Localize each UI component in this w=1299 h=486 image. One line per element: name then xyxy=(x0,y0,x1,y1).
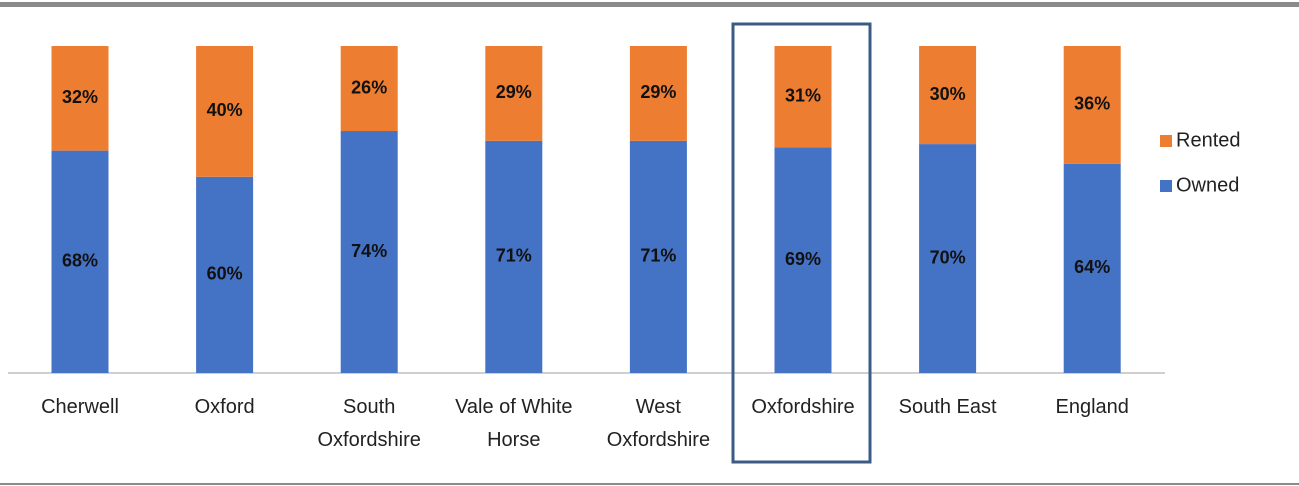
data-label: 36% xyxy=(1074,94,1110,114)
top-border xyxy=(0,2,1299,7)
legend-swatch xyxy=(1160,135,1172,147)
legend-swatch xyxy=(1160,180,1172,192)
data-label: 32% xyxy=(62,87,98,107)
data-label: 69% xyxy=(785,249,821,269)
bar-segment xyxy=(51,150,109,373)
highlight-box xyxy=(731,22,872,464)
x-tick-label: England xyxy=(1055,396,1129,418)
bar-segment xyxy=(919,144,977,373)
bottom-border xyxy=(0,483,1299,485)
data-label: 71% xyxy=(496,246,532,266)
bar-segment xyxy=(51,46,109,151)
data-label: 71% xyxy=(640,246,676,266)
data-label: 60% xyxy=(207,264,243,284)
data-label: 26% xyxy=(351,77,387,97)
bar-segment xyxy=(196,176,254,373)
data-label: 68% xyxy=(62,251,98,271)
bar-segment xyxy=(1063,46,1121,164)
legend-label: Rented xyxy=(1176,129,1241,151)
bar-segment xyxy=(629,46,687,141)
bar-segment xyxy=(340,46,398,132)
data-label: 70% xyxy=(930,247,966,267)
x-tick-label: South Oxfordshire xyxy=(317,396,421,451)
x-tick-label: Oxford xyxy=(194,396,255,418)
bar-segment xyxy=(629,140,687,373)
bar-segment xyxy=(485,46,543,141)
x-tick-label: West Oxfordshire xyxy=(606,396,711,451)
bar-segment xyxy=(485,140,543,373)
data-label: 30% xyxy=(930,84,966,104)
data-label: 74% xyxy=(351,241,387,261)
bar-segment xyxy=(774,147,832,373)
bar-segment xyxy=(196,46,254,177)
data-label: 40% xyxy=(207,100,243,120)
x-tick-label: Cherwell xyxy=(41,396,119,418)
legend-label: Owned xyxy=(1176,174,1239,196)
data-label: 31% xyxy=(785,85,821,105)
data-label: 64% xyxy=(1074,257,1110,277)
bar-segment xyxy=(774,46,832,148)
data-label: 29% xyxy=(496,82,532,102)
data-label: 29% xyxy=(640,82,676,102)
bar-segment xyxy=(340,131,398,373)
bar-segment xyxy=(919,46,977,145)
bar-segment xyxy=(1063,163,1121,373)
x-tick-label: Oxfordshire xyxy=(751,396,855,418)
x-tick-label: South East xyxy=(898,396,997,418)
x-tick-label: Vale of White Horse xyxy=(455,396,573,451)
